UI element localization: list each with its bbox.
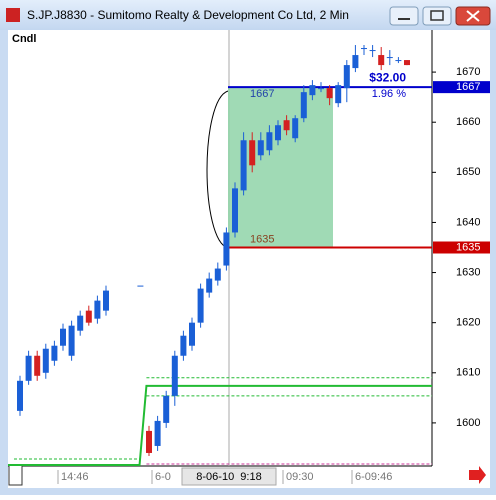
candle-body	[309, 85, 316, 96]
percent-label: 1.96 %	[372, 88, 406, 100]
scroll-box[interactable]	[8, 464, 23, 486]
candle-body	[77, 315, 84, 331]
x-tick-label: 09:30	[286, 471, 314, 483]
candle-body	[395, 60, 402, 62]
candle-body	[249, 140, 256, 166]
app-icon	[6, 8, 20, 22]
candle-body	[17, 380, 23, 411]
profit-label: $32.00	[369, 70, 406, 84]
y-tick-label: 1610	[456, 367, 480, 379]
candle-body	[68, 325, 75, 356]
candle-body	[189, 322, 195, 346]
entry-tag-label: 1667	[456, 81, 480, 93]
candle-body	[335, 85, 342, 104]
cursor-label: 8-06-10 9:18	[196, 471, 261, 483]
candle-body	[326, 88, 333, 99]
candle-body	[60, 328, 66, 346]
entry-label: 1667	[250, 88, 274, 100]
close-icon	[466, 10, 480, 22]
candle-body	[369, 50, 376, 52]
candle-body	[378, 55, 385, 66]
minimize-button[interactable]	[389, 6, 419, 26]
x-tick-label: 6-09:46	[355, 471, 392, 483]
exit-tag	[433, 241, 490, 254]
candle-body	[171, 355, 178, 396]
y-tick-label: 1660	[456, 116, 480, 128]
candle-body	[163, 395, 170, 423]
indicator-line	[8, 384, 432, 466]
cursor-tag	[181, 467, 277, 486]
candle-body	[300, 92, 307, 119]
maximize-icon	[430, 10, 444, 21]
scroll-arrow[interactable]	[469, 466, 486, 484]
y-tick-label: 1650	[456, 166, 480, 178]
candle-body	[283, 120, 290, 131]
annotation-curve	[206, 90, 229, 249]
maximize-button[interactable]	[422, 6, 452, 26]
x-tick-label: 6-0	[155, 471, 171, 483]
candle-body	[232, 188, 238, 233]
candle-body	[42, 348, 49, 373]
candle-body	[146, 430, 152, 453]
candle-body	[197, 288, 204, 323]
candle-body	[180, 335, 187, 356]
y-tick-label: 1600	[456, 417, 480, 429]
candle-body	[51, 345, 58, 361]
y-tick-label: 1620	[456, 317, 480, 329]
exit-label: 1635	[250, 233, 274, 245]
candle-body	[361, 48, 367, 50]
candle-body	[223, 232, 230, 266]
x-tick-label: 14:46	[61, 471, 89, 483]
candle-body	[240, 140, 247, 191]
candle-body	[85, 310, 92, 323]
candle-body	[318, 88, 324, 90]
candle-body	[154, 420, 161, 446]
candle-body	[94, 300, 101, 319]
y-tick-label: 1640	[456, 216, 480, 228]
entry-tag	[433, 81, 490, 94]
candle-body	[214, 268, 221, 281]
candle-body	[386, 57, 393, 59]
candle-body	[34, 355, 41, 376]
candle-body	[25, 355, 32, 381]
y-tick-label: 1630	[456, 266, 480, 278]
window-title: S.JP.J8830 - Sumitomo Realty & Developme…	[27, 8, 349, 22]
y-tick-label: 1670	[456, 66, 480, 78]
candle-body	[292, 118, 299, 139]
candle-body	[257, 140, 264, 156]
candle-body	[206, 278, 213, 293]
candle-body	[103, 290, 109, 311]
indicator-label: Cndl	[12, 33, 36, 45]
candle-body	[266, 132, 273, 151]
candle-body	[404, 60, 410, 66]
candle-body	[343, 65, 350, 89]
candle-body	[137, 285, 144, 287]
candle-body	[352, 55, 359, 69]
candle-body	[275, 125, 281, 141]
exit-tag-label: 1635	[456, 241, 480, 253]
